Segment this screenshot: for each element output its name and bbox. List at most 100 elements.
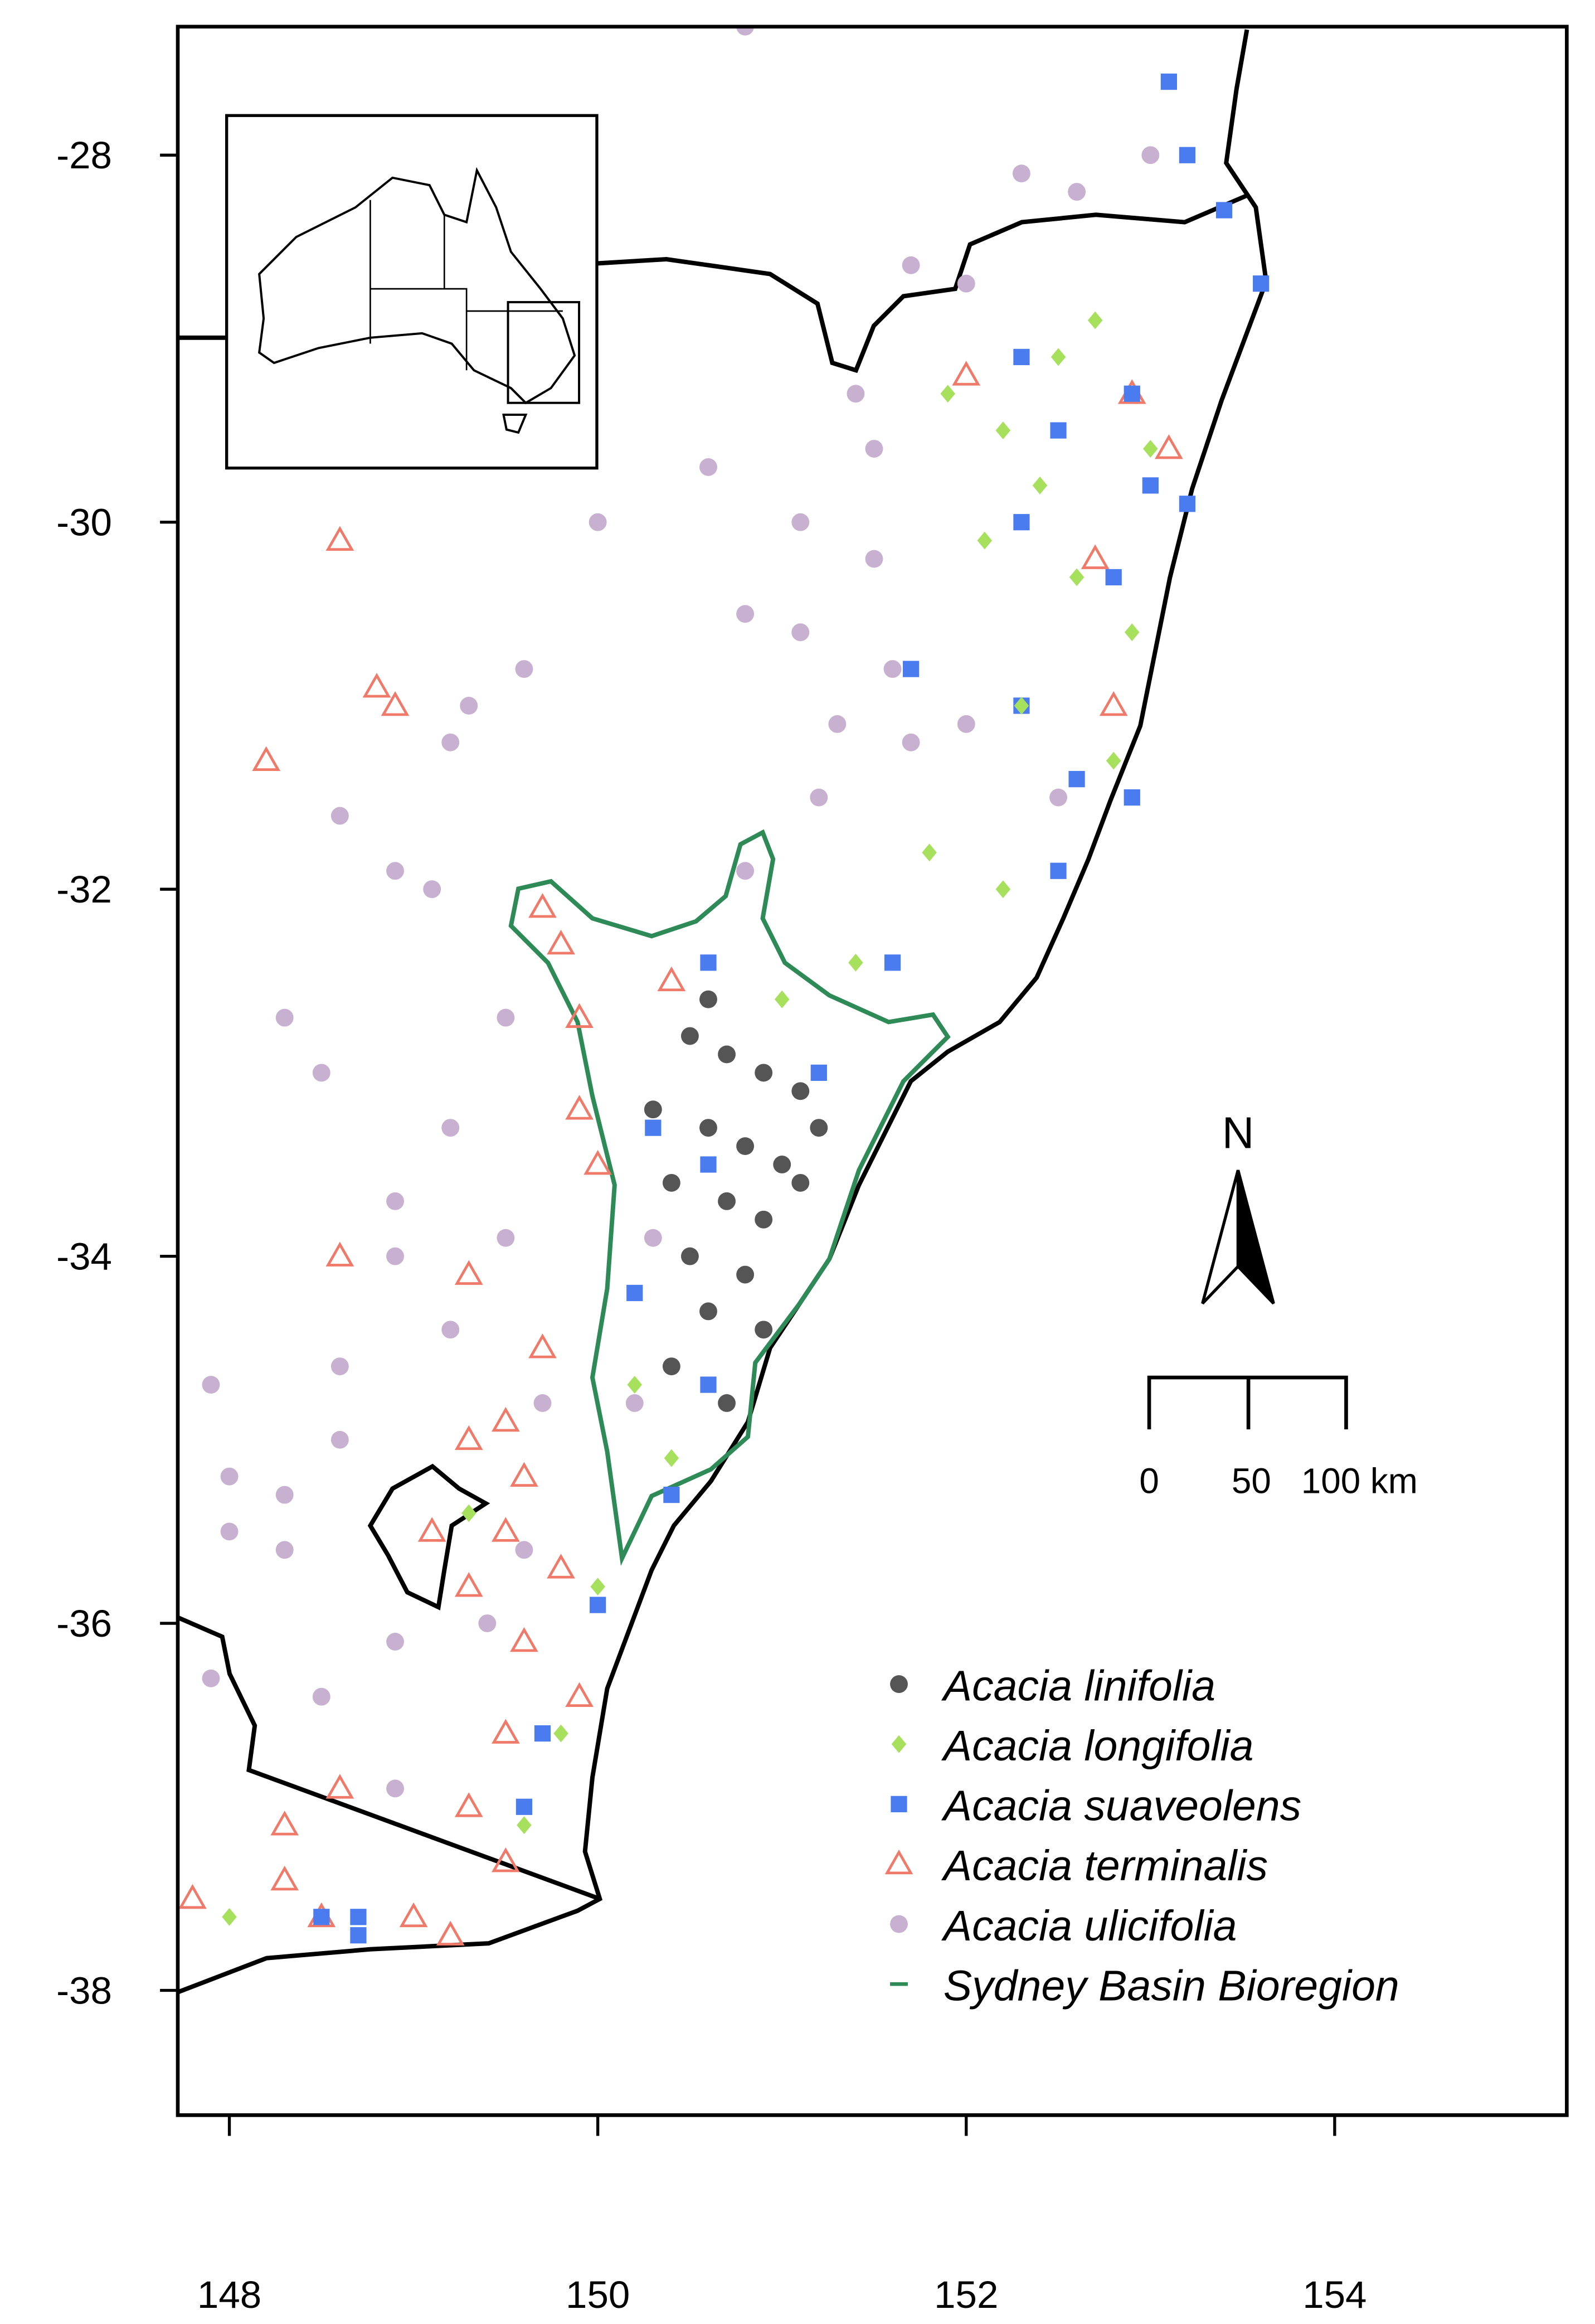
occurrence-point [275,1008,294,1027]
inset-borders [369,200,563,371]
occurrence-point [755,1064,773,1082]
occurrence-point [1012,164,1030,183]
occurrence-point [517,1816,532,1835]
inset-australia [258,167,576,434]
occurrence-point [220,1467,239,1486]
occurrence-point [736,26,755,36]
occurrence-point [565,1095,594,1120]
y-tick-label: -30 [56,501,112,544]
occurrence-point [657,966,686,992]
occurrence-point [252,746,281,772]
occurrence-point [957,715,975,733]
state-border [178,1615,601,1901]
occurrence-point [699,1119,717,1137]
occurrence-point [399,1902,428,1928]
occurrence-point [718,1192,736,1210]
y-tick-label: -32 [56,867,112,911]
occurrence-point [1050,862,1067,879]
occurrence-point [534,1725,551,1742]
legend-marker [884,1849,913,1875]
x-tick-label: 150 [566,2273,630,2316]
occurrence-point [1105,569,1122,586]
occurrence-point [178,1884,207,1909]
occurrence-point [627,1376,643,1394]
occurrence-point [700,1376,717,1393]
occurrence-point [460,696,478,715]
occurrence-point [1050,422,1067,439]
occurrence-point [381,691,410,716]
occurrence-point [275,1541,294,1559]
occurrence-point [1049,788,1067,807]
occurrence-point [883,660,902,678]
x-tick-label: 148 [197,2273,261,2316]
occurrence-point [386,862,404,880]
occurrence-point [662,1357,680,1376]
occurrence-point [1179,496,1196,512]
occurrence-point [865,550,883,568]
legend-label: Acacia longifolia [941,1722,1254,1770]
occurrence-point [590,1597,606,1613]
occurrence-point [1068,771,1085,788]
occurrence-point [902,256,920,274]
occurrence-point [810,1119,828,1137]
occurrence-point [417,1517,446,1542]
occurrence-point [1179,147,1196,163]
occurrence-point [590,1578,605,1596]
occurrence-point [902,733,920,751]
occurrence-point [680,1027,699,1045]
occurrence-point [755,1321,773,1339]
occurrence-point [1013,348,1030,366]
occurrence-point [718,1394,736,1412]
occurrence-point [492,1517,520,1542]
north-label: N [1222,1108,1254,1157]
occurrence-point [1160,73,1177,90]
legend-marker [891,1735,907,1753]
legend-label: Acacia ulicifolia [941,1902,1237,1950]
occurrence-point [547,929,575,955]
occurrence-point [625,1394,644,1412]
occurrence-point [386,1192,404,1210]
north-arrow [1236,1170,1275,1305]
occurrence-point [791,513,810,531]
legend-label: Acacia terminalis [941,1842,1268,1890]
occurrence-point [1143,440,1158,458]
y-tick-label: -28 [56,133,112,177]
occurrence-point [330,1357,349,1376]
occurrence-point [1106,751,1121,770]
occurrence-point [645,1119,662,1136]
occurrence-point [1051,348,1066,366]
occurrence-point [718,1045,736,1064]
occurrence-point [1081,544,1110,569]
inset-frame [225,114,599,470]
legend: Acacia linifolia Acacia longifolia Acacia … [884,1662,1399,2010]
y-tick-label: -36 [56,1602,112,1645]
occurrence-point [700,1156,717,1173]
occurrence-point [1215,202,1233,219]
occurrence-point [220,1522,239,1541]
occurrence-point [510,1627,538,1652]
act-border [367,1463,490,1610]
occurrence-point [847,385,865,403]
occurrence-point [1087,311,1103,329]
occurrence-point [1142,477,1159,494]
x-tick-label: 152 [934,2273,998,2316]
inset-extent [507,301,581,404]
occurrence-point [1124,623,1140,642]
occurrence-point [497,1008,515,1027]
occurrence-point [547,1554,575,1579]
occurrence-point [533,1394,552,1412]
occurrence-point [497,1229,515,1247]
occurrence-point [662,1173,680,1192]
occurrence-point [202,1376,220,1394]
occurrence-point [313,1909,330,1925]
occurrence-point [865,440,883,458]
occurrence-point [699,990,717,1008]
occurrence-point [957,274,975,293]
occurrence-point [995,421,1011,440]
occurrence-point [884,954,901,971]
legend-label: Acacia linifolia [941,1662,1215,1710]
occurrence-point [791,623,810,642]
occurrence-point [454,1572,483,1597]
occurrence-point [736,605,755,623]
